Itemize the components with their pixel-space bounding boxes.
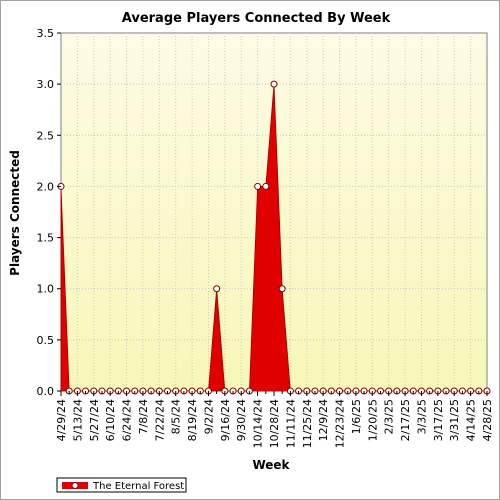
legend-label: The Eternal Forest (92, 481, 184, 492)
x-tick-label: 1/20/25 (366, 399, 379, 441)
x-tick-label: 5/27/24 (88, 399, 101, 441)
y-tick-label: 1.5 (37, 232, 55, 245)
x-tick-label: 2/17/25 (399, 399, 412, 441)
data-point (270, 80, 278, 88)
x-tick-label: 9/30/24 (235, 399, 248, 441)
y-axis: 0.0 0.5 1.0 1.5 2.0 2.5 3.0 3.5 (37, 27, 61, 398)
x-tick-label: 4/14/25 (465, 399, 478, 441)
data-point (278, 285, 286, 293)
y-tick-label: 3.5 (37, 27, 55, 40)
y-tick-label: 2.5 (37, 129, 55, 142)
data-point (213, 285, 221, 293)
x-tick-label: 12/9/24 (317, 399, 330, 441)
x-tick-label: 9/2/24 (202, 399, 215, 434)
x-tick-label: 3/3/25 (415, 399, 428, 434)
y-tick-label: 0.0 (37, 385, 55, 398)
x-tick-label: 1/6/25 (350, 399, 363, 434)
x-tick-label: 3/17/25 (432, 399, 445, 441)
x-tick-label: 10/28/24 (268, 399, 281, 448)
y-axis-title: Players Connected (8, 150, 22, 276)
y-tick-label: 3.0 (37, 78, 55, 91)
x-tick-label: 11/25/24 (301, 399, 314, 448)
x-tick-label: 8/5/24 (170, 399, 183, 434)
legend-box (56, 477, 187, 493)
x-tick-label: 12/23/24 (334, 399, 347, 448)
x-tick-label: 11/11/24 (284, 399, 297, 448)
x-tick-label: 4/28/25 (481, 399, 494, 441)
x-tick-label: 7/8/24 (137, 399, 150, 434)
y-tick-label: 2.0 (37, 180, 55, 193)
data-point (262, 182, 270, 190)
x-tick-label: 4/29/24 (55, 399, 68, 441)
y-tick-label: 0.5 (37, 334, 55, 347)
x-tick-label: 5/13/24 (71, 399, 84, 441)
x-axis: 4/29/24 5/13/24 5/27/24 6/10/24 6/24/24 7/8/2… (55, 391, 494, 448)
x-tick-label: 7/22/24 (153, 399, 166, 441)
x-axis-title: Week (252, 458, 290, 472)
x-tick-label: 2/3/25 (383, 399, 396, 434)
x-tick-label: 8/19/24 (186, 399, 199, 441)
x-tick-label: 6/10/24 (104, 399, 117, 441)
x-tick-label: 3/31/25 (448, 399, 461, 441)
x-tick-label: 9/16/24 (219, 399, 232, 441)
legend-marker (71, 482, 79, 489)
data-point (254, 182, 262, 190)
y-tick-label: 1.0 (37, 283, 55, 296)
x-tick-label: 10/14/24 (252, 399, 265, 448)
legend: The Eternal Forest (56, 477, 187, 493)
chart-title: Average Players Connected By Week (122, 11, 391, 26)
x-tick-label: 6/24/24 (121, 399, 134, 441)
